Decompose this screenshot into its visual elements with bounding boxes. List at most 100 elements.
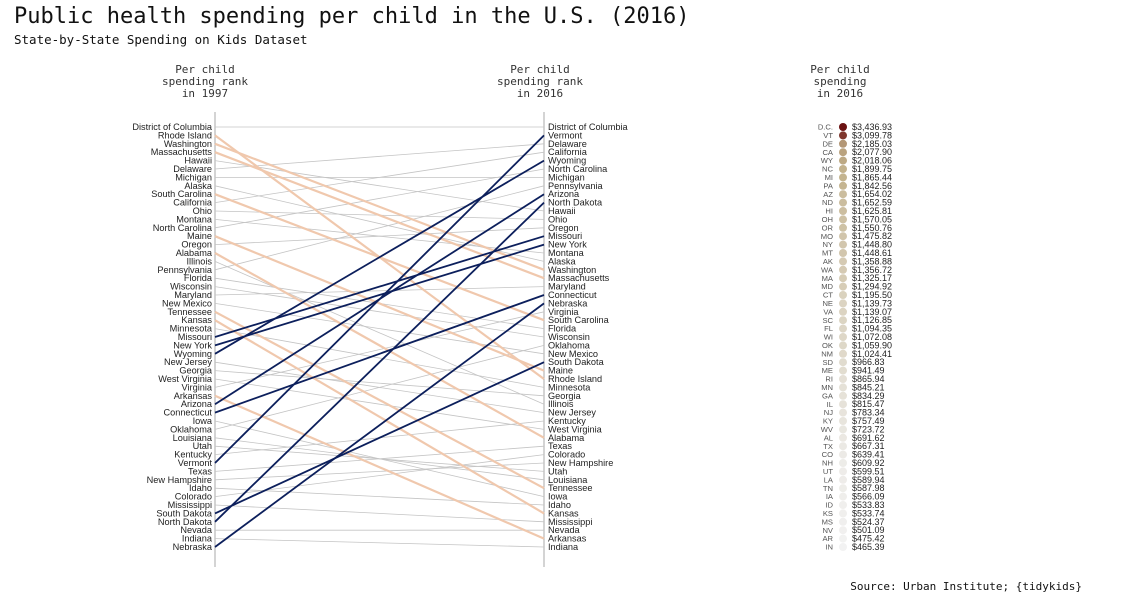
rank-1997-label-district-of-columbia: District of Columbia	[132, 122, 213, 132]
rank-2016-label-nevada: Nevada	[548, 525, 581, 535]
header-spending-2016: Per child spending in 2016	[810, 63, 870, 100]
rank-2016-label-oregon: Oregon	[548, 223, 579, 233]
spending-dot-ky	[839, 417, 847, 425]
rank-1997-label-north-dakota: North Dakota	[158, 517, 213, 527]
spending-dot-nd	[839, 198, 847, 207]
rank-2016-label-georgia: Georgia	[548, 391, 582, 401]
spending-abbr-mi: MI	[825, 173, 833, 182]
slope-line-maryland	[214, 286, 545, 296]
rank-2016-label-illinois: Illinois	[548, 399, 574, 409]
spending-value-tn: $587.98	[852, 483, 885, 493]
slope-line-delaware	[214, 143, 545, 170]
spending-abbr-il: IL	[827, 400, 833, 409]
rank-2016-label-kansas: Kansas	[548, 508, 579, 518]
rank-2016-label-delaware: Delaware	[548, 139, 587, 149]
spending-value-or: $1,550.76	[852, 223, 892, 233]
rank-1997-label-oregon: Oregon	[181, 240, 212, 250]
spending-abbr-sd: SD	[822, 358, 833, 367]
rank-1997-label-texas: Texas	[188, 466, 212, 476]
rank-2016-label-alaska: Alaska	[548, 256, 576, 266]
svg-text:in 1997: in 1997	[182, 87, 228, 100]
spending-value-oh: $1,570.05	[852, 214, 892, 224]
rank-1997-label-arkansas: Arkansas	[174, 391, 213, 401]
spending-value-hi: $1,625.81	[852, 206, 892, 216]
rank-1997-label-hawaii: Hawaii	[184, 156, 212, 166]
spending-abbr-ar: AR	[822, 534, 833, 543]
rank-1997-label-montana: Montana	[176, 214, 213, 224]
spending-abbr-la: LA	[824, 475, 834, 484]
spending-value-wv: $723.72	[852, 424, 885, 434]
spending-abbr-nh: NH	[822, 459, 833, 468]
spending-abbr-ma: MA	[822, 274, 834, 283]
rank-2016-label-washington: Washington	[548, 265, 596, 275]
rank-2016-label-ohio: Ohio	[548, 214, 567, 224]
rank-1997-label-pennsylvania: Pennsylvania	[157, 265, 213, 275]
spending-abbr-nv: NV	[822, 526, 833, 535]
slope-line-illinois	[214, 261, 545, 405]
spending-abbr-nj: NJ	[824, 408, 833, 417]
spending-value-az: $1,654.02	[852, 189, 892, 199]
rank-1997-label-new-york: New York	[173, 340, 212, 350]
rank-2016-label-rhode-island: Rhode Island	[548, 374, 602, 384]
spending-dot-d-c-	[839, 123, 847, 131]
spending-dot-id	[839, 501, 847, 509]
rank-2016-label-south-dakota: South Dakota	[548, 357, 605, 367]
spending-value-me: $941.49	[852, 366, 885, 376]
rank-2016-label-maryland: Maryland	[548, 282, 586, 292]
spending-value-ri: $865.94	[852, 374, 885, 384]
rank-2016-label-south-carolina: South Carolina	[548, 315, 610, 325]
rank-2016-label-connecticut: Connecticut	[548, 290, 597, 300]
rank-2016-label-michigan: Michigan	[548, 172, 585, 182]
spending-value-in: $465.39	[852, 542, 885, 552]
spending-abbr-al: AL	[824, 433, 833, 442]
rank-1997-label-louisiana: Louisiana	[173, 433, 213, 443]
spending-abbr-tx: TX	[823, 442, 833, 451]
rank-2016-label-minnesota: Minnesota	[548, 382, 591, 392]
spending-abbr-az: AZ	[823, 190, 833, 199]
svg-text:in 2016: in 2016	[817, 87, 863, 100]
spending-dot-nh	[839, 459, 847, 467]
rank-1997-label-north-carolina: North Carolina	[153, 223, 213, 233]
rank-1997-label-west-virginia: West Virginia	[158, 374, 213, 384]
slope-line-new-hampshire	[214, 462, 545, 481]
slope-line-new-mexico	[214, 303, 545, 355]
slope-line-south-dakota	[214, 361, 545, 515]
spending-dot-nv	[839, 526, 847, 535]
spending-dot-sd	[839, 358, 847, 367]
slope-line-vermont	[214, 134, 545, 464]
spending-abbr-mo: MO	[821, 232, 833, 241]
spending-abbr-ny: NY	[822, 240, 833, 249]
slope-line-arkansas	[214, 394, 545, 540]
slope-line-oregon	[214, 227, 545, 245]
slope-line-new-york	[214, 243, 545, 347]
rank-2016-label-north-dakota: North Dakota	[548, 198, 603, 208]
spending-value-ny: $1,448.80	[852, 240, 892, 250]
rank-2016-label-colorado: Colorado	[548, 450, 585, 460]
spending-dot-ga	[839, 391, 847, 400]
rank-1997-label-idaho: Idaho	[189, 483, 212, 493]
spending-value-ut: $599.51	[852, 466, 885, 476]
spending-abbr-or: OR	[822, 223, 834, 232]
spending-abbr-wi: WI	[824, 333, 833, 342]
svg-text:Per child: Per child	[175, 63, 235, 76]
spending-abbr-md: MD	[821, 282, 833, 291]
spending-value-id: $533.83	[852, 500, 885, 510]
spending-value-ne: $1,139.73	[852, 298, 892, 308]
slope-line-massachusetts	[214, 151, 545, 280]
rank-2016-label-louisiana: Louisiana	[548, 475, 588, 485]
slope-line-tennessee	[214, 310, 545, 490]
spending-value-nd: $1,652.59	[852, 198, 892, 208]
spending-value-nv: $501.09	[852, 525, 885, 535]
spending-dot-wv	[839, 425, 847, 434]
rank-2016-label-new-york: New York	[548, 240, 587, 250]
rank-1997-label-minnesota: Minnesota	[170, 324, 213, 334]
spending-value-fl: $1,094.35	[852, 324, 892, 334]
rank-2016-label-mississippi: Mississippi	[548, 517, 592, 527]
spending-value-ga: $834.29	[852, 391, 885, 401]
rank-2016-label-west-virginia: West Virginia	[548, 424, 603, 434]
spending-value-md: $1,294.92	[852, 282, 892, 292]
spending-abbr-d-c-: D.C.	[818, 123, 833, 132]
rank-1997-label-utah: Utah	[193, 441, 212, 451]
spending-value-nm: $1,024.41	[852, 349, 892, 359]
spending-abbr-ms: MS	[822, 517, 833, 526]
